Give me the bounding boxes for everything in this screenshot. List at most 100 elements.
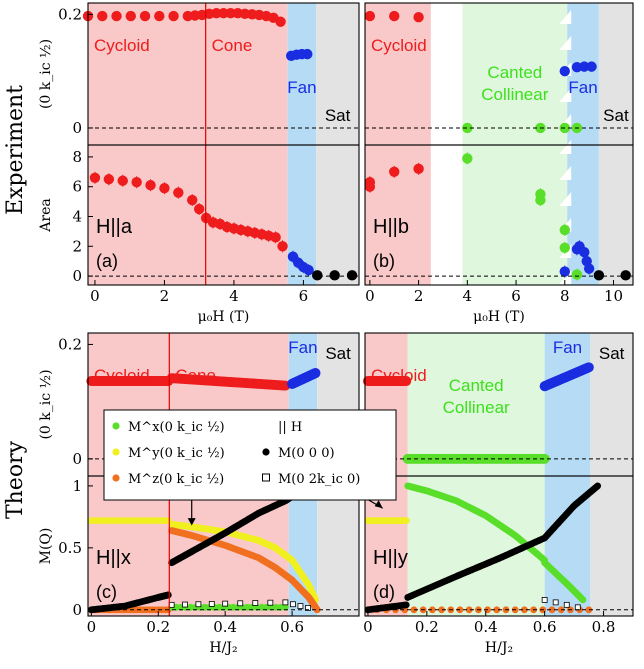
data-point — [275, 16, 286, 27]
y-tick-label: 0.5 — [58, 539, 82, 557]
region-sat — [590, 333, 633, 616]
data-point — [272, 603, 280, 611]
x-tick-label: 4 — [229, 287, 239, 305]
data-point — [229, 603, 237, 611]
data-point — [401, 376, 412, 387]
panel-label: (b) — [373, 251, 395, 271]
data-point — [187, 603, 195, 611]
data-point — [402, 517, 410, 525]
x-axis-label: μ₀H (T) — [198, 309, 250, 325]
region-label-fan: Fan — [553, 338, 582, 357]
region-sat — [316, 3, 359, 285]
data-point — [559, 224, 570, 236]
data-point — [168, 10, 179, 22]
legend: M^x(0 k_ic ½) M^y(0 k_ic ½) M^z(0 k_ic ½) |… — [103, 409, 397, 501]
y-tick-label: 4 — [72, 207, 82, 225]
fan-hatch-mark — [559, 166, 572, 180]
panel-label: (a) — [96, 251, 118, 271]
region-label-canted-collinear: Canted — [487, 63, 542, 82]
x-tick-label: 0.2 — [415, 618, 439, 636]
x-tick-label: 0.6 — [533, 618, 557, 636]
x-tick-label: 2 — [414, 287, 424, 305]
data-point — [571, 269, 583, 280]
data-point — [438, 606, 445, 614]
region-label-canted-collinear: Canted — [449, 376, 504, 395]
fan-hatch-mark — [559, 88, 572, 102]
data-point — [182, 601, 188, 608]
data-point — [563, 601, 570, 608]
data-point — [215, 603, 223, 611]
row-title-experiment: Experiment — [3, 85, 28, 215]
x-tick-label: 0.2 — [146, 618, 170, 636]
y-tick-label: 0.2 — [58, 5, 82, 23]
data-point — [428, 606, 436, 614]
region-cycloid — [365, 3, 431, 285]
region-label-sat: Sat — [325, 106, 351, 125]
x-tick-label: 10 — [604, 287, 623, 305]
legend-label: M(0 2k_ic 0) — [278, 472, 360, 487]
y-axis-label: (0 k_ic ½) — [38, 39, 54, 109]
data-point — [131, 177, 142, 188]
data-point — [594, 482, 602, 490]
x-tick-label: 0.4 — [213, 618, 237, 636]
legend-marker — [112, 448, 120, 456]
data-point — [277, 241, 288, 252]
data-point — [201, 603, 209, 611]
field-label: H||x — [96, 547, 131, 569]
region-label-canted-collinear: Collinear — [481, 85, 548, 104]
region-fan — [287, 3, 317, 285]
legend-label: M(0 0 0) — [278, 446, 335, 461]
legend-label: M^y(0 k_ic ½) — [128, 446, 225, 461]
data-point — [541, 596, 548, 603]
data-point — [267, 599, 274, 606]
x-tick-label: 6 — [299, 287, 309, 305]
arrow-head — [374, 500, 383, 509]
y-axis-label: (0 k_ic ½) — [38, 369, 54, 439]
x-tick-label: 8 — [560, 287, 570, 305]
region-label-cycloid: Cycloid — [371, 366, 427, 385]
data-point — [620, 270, 631, 281]
legend-label: M^x(0 k_ic ½) — [128, 420, 225, 435]
data-point — [310, 368, 321, 379]
data-point — [535, 194, 546, 206]
row-title-theory: Theory — [3, 440, 28, 519]
region-label-cycloid: Cycloid — [94, 366, 150, 385]
data-point — [164, 591, 172, 599]
legend-box — [103, 409, 397, 501]
region-label-fan: Fan — [288, 338, 317, 357]
data-point — [462, 122, 473, 134]
data-point — [193, 203, 205, 215]
y-axis-label: Area — [38, 198, 54, 232]
region-cycloid — [88, 3, 206, 285]
field-label: H||y — [373, 547, 408, 569]
panel-label: (c) — [96, 582, 117, 602]
data-point — [125, 10, 136, 22]
data-point — [89, 172, 101, 183]
data-point — [97, 10, 108, 22]
data-point — [364, 10, 376, 22]
data-point — [586, 61, 597, 72]
data-point — [413, 163, 424, 175]
data-point — [402, 601, 410, 609]
y-tick-label: 1 — [72, 477, 82, 495]
data-point — [145, 180, 156, 191]
x-tick-label: 6 — [511, 287, 521, 305]
data-point — [237, 600, 244, 607]
x-axis-label: H/J₂ — [485, 640, 513, 656]
data-point — [103, 174, 115, 185]
panel-label: (d) — [373, 582, 395, 602]
data-point — [593, 270, 605, 281]
data-point — [346, 270, 358, 281]
y-tick-label: 0.2 — [58, 335, 82, 353]
x-tick-label: 0 — [90, 287, 100, 305]
y-tick-label: 8 — [72, 148, 82, 166]
data-point — [579, 61, 590, 72]
x-tick-label: 2 — [160, 287, 170, 305]
x-axis-label: H/J₂ — [209, 640, 237, 656]
region-label-cone: Cone — [212, 36, 253, 55]
data-point — [574, 604, 581, 611]
field-label: H||b — [373, 216, 409, 238]
x-tick-label: 0.8 — [592, 618, 616, 636]
data-point — [559, 65, 570, 77]
data-point — [465, 606, 473, 614]
